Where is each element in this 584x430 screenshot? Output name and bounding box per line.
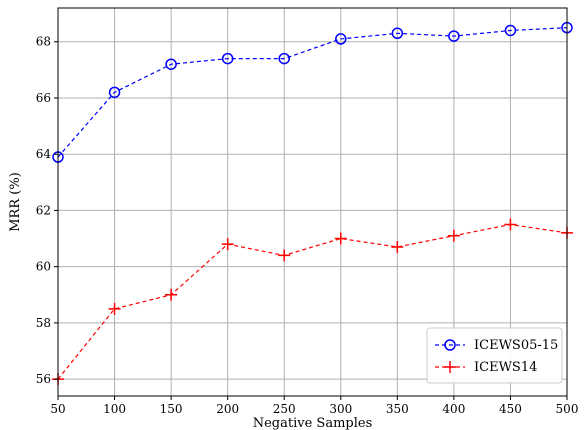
data-point — [504, 24, 517, 37]
x-tick-label: 400 — [442, 402, 465, 416]
data-point — [108, 86, 121, 99]
data-point — [278, 249, 291, 262]
series-icews05-15 — [52, 21, 573, 163]
legend-marker — [444, 361, 456, 373]
data-point — [504, 218, 517, 231]
y-tick-label: 58 — [36, 316, 51, 330]
legend-label: ICEWS05-15 — [474, 338, 558, 353]
series-layer — [52, 21, 573, 386]
y-tick-label: 66 — [36, 91, 51, 105]
y-tick-label: 64 — [36, 147, 52, 161]
y-axis: 56 58 60 62 64 66 68 — [36, 35, 58, 386]
x-axis-title: Negative Samples — [253, 416, 373, 430]
y-axis-title: MRR (%) — [8, 172, 23, 232]
legend-entry: ICEWS05-15 — [435, 338, 558, 353]
x-tick-label: 350 — [386, 402, 409, 416]
data-point — [334, 232, 347, 245]
data-point — [108, 302, 121, 315]
legend-entry: ICEWS14 — [435, 360, 537, 375]
series-line — [57, 27, 568, 158]
data-point — [391, 27, 404, 40]
series-icews14 — [52, 218, 573, 386]
x-tick-label: 150 — [160, 402, 183, 416]
x-tick-label: 300 — [329, 402, 352, 416]
data-point — [165, 288, 178, 301]
legend-marker — [444, 339, 456, 351]
series-line — [57, 223, 568, 380]
x-tick-label: 50 — [50, 402, 65, 416]
x-tick-label: 100 — [103, 402, 126, 416]
legend-label: ICEWS14 — [474, 360, 537, 375]
x-tick-label: 450 — [499, 402, 522, 416]
x-tick-label: 200 — [216, 402, 239, 416]
y-tick-label: 62 — [36, 203, 51, 217]
x-axis: 50 100 150 200 250 300 350 400 450 500 — [50, 396, 578, 416]
y-tick-label: 56 — [36, 372, 51, 386]
legend: ICEWS05-15 ICEWS14 — [426, 327, 563, 384]
data-point — [278, 52, 290, 65]
plot-frame — [57, 7, 568, 397]
data-point — [221, 52, 234, 65]
data-point — [391, 240, 404, 253]
data-point — [447, 229, 460, 242]
data-point — [335, 33, 347, 45]
data-point — [221, 238, 234, 251]
x-tick-label: 500 — [556, 402, 579, 416]
grid — [57, 8, 568, 396]
y-tick-label: 60 — [36, 260, 51, 274]
data-point — [448, 30, 460, 42]
legend-box — [426, 327, 563, 384]
y-tick-label: 68 — [36, 35, 51, 49]
x-tick-label: 250 — [273, 402, 296, 416]
data-point — [165, 58, 177, 70]
